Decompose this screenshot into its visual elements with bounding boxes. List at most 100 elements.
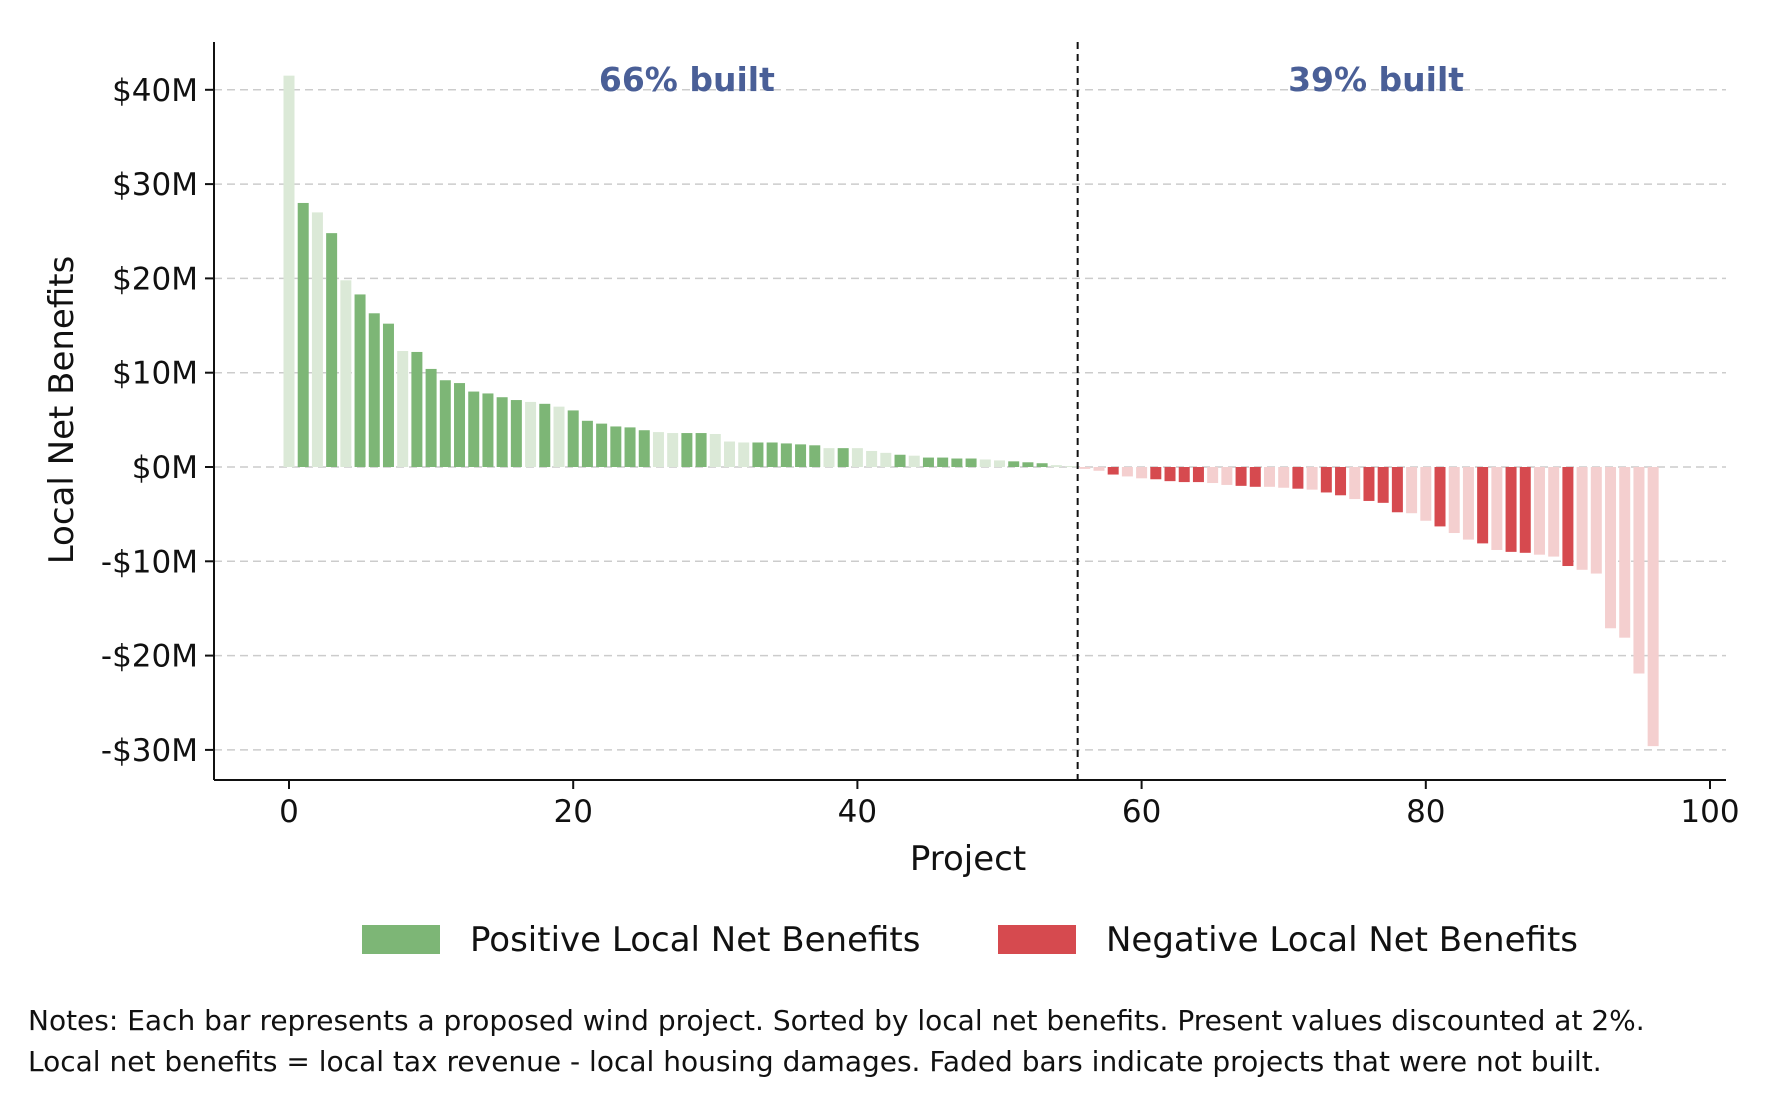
y-tick-label-4: $0M <box>132 450 198 486</box>
bar-project-16 <box>510 400 522 467</box>
bar-project-51 <box>1008 461 1020 467</box>
y-tick-label-2: $20M <box>112 261 198 297</box>
bar-project-82 <box>1448 467 1460 534</box>
bar-project-85 <box>1491 467 1503 550</box>
bar-project-22 <box>596 423 608 467</box>
bar-project-35 <box>780 443 792 467</box>
bar-project-88 <box>1533 467 1545 555</box>
bar-project-42 <box>880 452 892 467</box>
x-tick-label-4: 80 <box>1406 794 1445 830</box>
bar-project-50 <box>994 460 1005 467</box>
bar-project-64 <box>1192 467 1204 483</box>
bar-project-62 <box>1164 467 1176 482</box>
bar-project-5 <box>354 294 366 467</box>
bar-project-34 <box>766 442 778 467</box>
bar-project-57 <box>1093 467 1105 471</box>
x-tick-label-3: 60 <box>1122 794 1161 830</box>
y-tick-label-3: $10M <box>112 356 198 392</box>
annotation-left: 66% built <box>599 60 775 99</box>
bar-project-89 <box>1548 467 1560 557</box>
y-tick-label-5: -$10M <box>101 544 198 580</box>
bar-project-80 <box>1420 467 1432 521</box>
bar-project-76 <box>1363 467 1375 501</box>
bar-project-8 <box>397 351 409 467</box>
legend-label-negative: Negative Local Net Benefits <box>1106 920 1578 960</box>
x-ticks: 0 20 40 60 80 100 <box>279 780 1740 830</box>
x-tick-label-5: 100 <box>1680 794 1739 830</box>
y-tick-label-0: $40M <box>112 73 198 109</box>
bar-project-24 <box>624 427 636 467</box>
bar-project-41 <box>866 450 878 467</box>
notes-line-1: Notes: Each bar represents a proposed wi… <box>28 1004 1645 1037</box>
bar-project-56 <box>1079 467 1091 469</box>
bar-project-54 <box>1050 465 1062 467</box>
bar-project-52 <box>1022 462 1034 467</box>
bar-project-1 <box>297 202 309 467</box>
bar-project-92 <box>1590 467 1602 574</box>
bar-project-14 <box>482 393 494 467</box>
bar-project-17 <box>525 401 537 467</box>
bar-project-23 <box>610 426 622 467</box>
bar-project-13 <box>468 391 480 467</box>
bar-project-79 <box>1406 467 1418 514</box>
bar-project-53 <box>1036 463 1048 467</box>
bar-project-0 <box>283 75 295 467</box>
bar-project-30 <box>709 433 721 467</box>
bar-project-72 <box>1306 467 1318 490</box>
bar-project-33 <box>752 442 764 467</box>
bar-project-40 <box>851 448 863 467</box>
bar-project-27 <box>667 433 679 467</box>
bar-project-77 <box>1377 467 1389 503</box>
bar-project-29 <box>695 433 707 467</box>
bar-project-32 <box>738 442 750 467</box>
bar-project-71 <box>1292 467 1304 489</box>
bar-project-58 <box>1107 467 1119 475</box>
y-tick-label-6: -$20M <box>101 639 198 675</box>
bar-project-9 <box>411 351 423 467</box>
bar-project-21 <box>581 420 593 467</box>
bar-project-25 <box>638 430 650 467</box>
bar-project-63 <box>1178 467 1190 483</box>
x-axis-label: Project <box>910 839 1026 879</box>
bar-project-31 <box>724 441 736 467</box>
bar-project-55 <box>1065 466 1077 468</box>
bar-project-18 <box>539 403 551 467</box>
bar-project-28 <box>681 433 693 467</box>
bar-project-47 <box>951 458 963 467</box>
bar-project-94 <box>1619 467 1631 638</box>
bar-project-2 <box>311 212 323 467</box>
bar-project-87 <box>1519 467 1531 553</box>
bar-project-67 <box>1235 467 1247 486</box>
bar-project-86 <box>1505 467 1517 552</box>
bar-project-7 <box>382 323 394 467</box>
y-tick-label-7: -$30M <box>101 733 198 769</box>
legend-label-positive: Positive Local Net Benefits <box>470 920 920 960</box>
bar-project-46 <box>937 457 949 467</box>
bar-project-19 <box>553 406 565 467</box>
bar-project-48 <box>965 458 977 467</box>
annotation-right: 39% built <box>1288 60 1464 99</box>
bar-project-45 <box>922 457 934 467</box>
x-tick-label-0: 0 <box>279 794 299 830</box>
bar-project-10 <box>425 368 437 467</box>
bar-project-60 <box>1136 467 1148 479</box>
notes: Notes: Each bar represents a proposed wi… <box>28 1000 1768 1082</box>
y-tick-label-1: $30M <box>112 167 198 203</box>
bar-project-43 <box>894 454 906 467</box>
bar-project-69 <box>1263 467 1275 487</box>
bar-project-91 <box>1576 467 1588 570</box>
bar-project-61 <box>1150 467 1162 480</box>
bar-project-3 <box>326 233 338 467</box>
bar-project-84 <box>1477 467 1489 544</box>
bar-project-75 <box>1349 467 1361 500</box>
y-axis-label: Local Net Benefits <box>42 256 82 565</box>
bar-project-68 <box>1249 467 1261 487</box>
notes-line-2: Local net benefits = local tax revenue -… <box>28 1045 1602 1078</box>
bar-project-26 <box>652 432 664 467</box>
y-ticks: $40M $30M $20M $10M $0M -$10M -$20M -$30M <box>101 73 214 769</box>
bar-project-38 <box>823 448 835 467</box>
x-tick-label-2: 40 <box>838 794 877 830</box>
legend-swatch-positive <box>362 925 440 954</box>
bar-project-36 <box>795 444 807 467</box>
